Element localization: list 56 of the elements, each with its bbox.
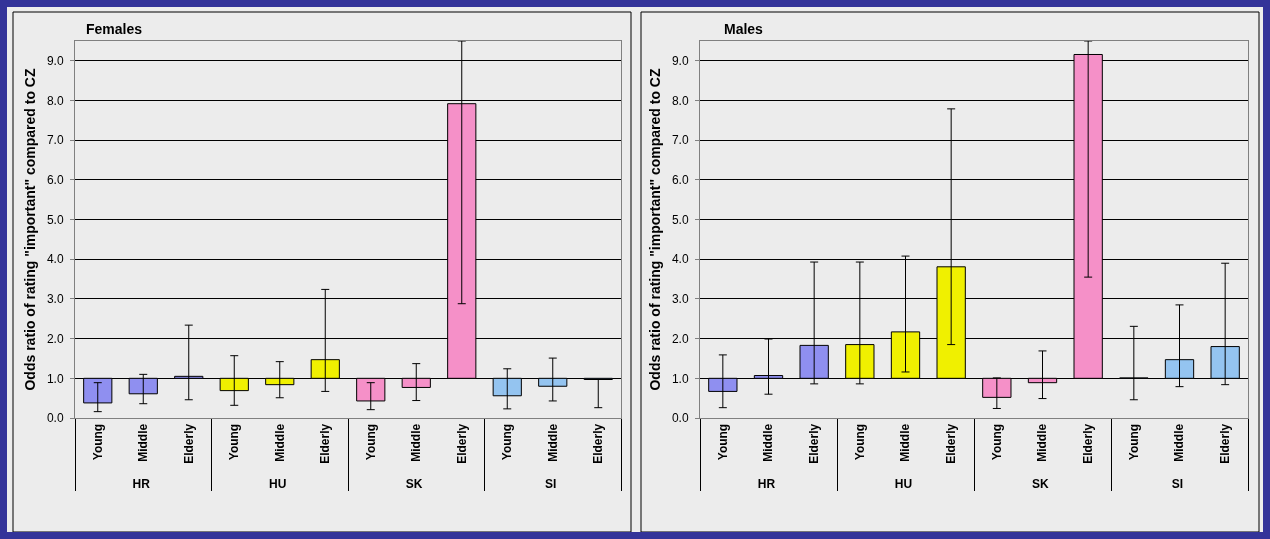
- y-tick-label: 9.0: [671, 54, 689, 69]
- x-tick-label: Middle: [545, 423, 560, 462]
- x-tick-label: Young: [1126, 423, 1141, 461]
- x-tick-label: Elderly: [591, 423, 606, 464]
- y-tick-label: 2.0: [671, 331, 689, 346]
- chart-title: Males: [724, 21, 764, 37]
- y-tick-label: 7.0: [671, 133, 689, 148]
- y-tick-label: 2.0: [46, 331, 64, 346]
- text: SK: [1032, 476, 1050, 491]
- y-axis-title: Odds ratio of rating "important" compared to CZ: [21, 68, 38, 391]
- y-tick-label: 5.0: [671, 212, 689, 227]
- x-tick-label: Middle: [409, 423, 424, 462]
- x-tick-label: Elderly: [181, 423, 196, 464]
- y-tick-label: 8.0: [671, 93, 689, 108]
- x-tick-label: Young: [363, 423, 378, 461]
- y-tick-label: 4.0: [46, 252, 64, 267]
- text: HR: [757, 476, 776, 491]
- x-tick-label: Young: [715, 423, 730, 461]
- x-tick-label: Young: [227, 423, 242, 461]
- x-tick-label: Elderly: [944, 423, 959, 464]
- x-tick-label: Elderly: [318, 423, 333, 464]
- y-tick-label: 0.0: [46, 411, 64, 426]
- text: HU: [894, 476, 913, 491]
- x-tick-label: Young: [500, 423, 515, 461]
- x-tick-label: Elderly: [1218, 423, 1233, 464]
- text: SK: [405, 476, 423, 491]
- y-axis-title: Odds ratio of rating "important" compared to CZ: [646, 68, 663, 391]
- x-tick-label: Middle: [761, 423, 776, 462]
- text: SI: [544, 476, 557, 491]
- y-tick-label: 7.0: [46, 133, 64, 148]
- y-tick-label: 3.0: [671, 292, 689, 307]
- y-tick-label: 6.0: [46, 173, 64, 188]
- x-tick-label: Young: [90, 423, 105, 461]
- y-tick-label: 1.0: [671, 371, 689, 386]
- text: SI: [1171, 476, 1184, 491]
- y-tick-label: 3.0: [46, 292, 64, 307]
- x-tick-label: Middle: [272, 423, 287, 462]
- x-tick-label: Middle: [898, 423, 913, 462]
- y-tick-label: 5.0: [46, 212, 64, 227]
- x-tick-label: Young: [989, 423, 1004, 461]
- chart-title: Females: [86, 21, 143, 37]
- text: HU: [268, 476, 287, 491]
- x-tick-label: Elderly: [807, 423, 822, 464]
- x-tick-label: Middle: [1035, 423, 1050, 462]
- y-tick-label: 9.0: [46, 54, 64, 69]
- x-tick-label: Middle: [136, 423, 151, 462]
- x-tick-label: Young: [852, 423, 867, 461]
- y-tick-label: 4.0: [671, 252, 689, 267]
- x-tick-label: Elderly: [1081, 423, 1096, 464]
- y-tick-label: 1.0: [46, 371, 64, 386]
- y-tick-label: 8.0: [46, 93, 64, 108]
- y-tick-label: 0.0: [671, 411, 689, 426]
- x-tick-label: Middle: [1172, 423, 1187, 462]
- x-tick-label: Elderly: [454, 423, 469, 464]
- y-tick-label: 6.0: [671, 173, 689, 188]
- text: HR: [132, 476, 151, 491]
